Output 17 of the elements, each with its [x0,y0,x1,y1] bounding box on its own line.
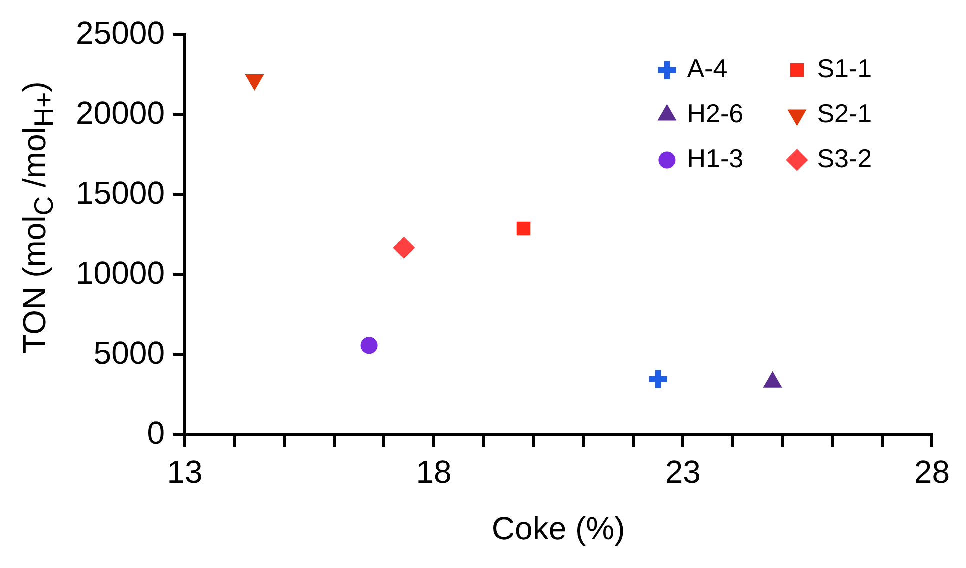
legend-label: A-4 [687,53,728,84]
y-tick-label: 10000 [76,255,165,292]
y-tick-label: 20000 [76,95,165,132]
legend-label: S3-2 [817,143,872,174]
y-tick-label: 5000 [94,335,165,372]
x-tick-label: 18 [416,454,452,490]
x-tick-label: 13 [167,454,203,490]
legend-label: H2-6 [687,98,744,128]
x-axis-title: Coke (%) [492,510,626,547]
x-tick-label: 23 [665,454,701,490]
y-tick-label: 15000 [76,175,165,212]
y-tick-label: 0 [147,415,165,452]
x-tick-label: 28 [914,454,950,490]
legend-label: S2-1 [817,98,872,128]
legend-label: S1-1 [817,53,872,84]
y-tick-label: 25000 [76,15,165,52]
legend-label: H1-3 [687,143,744,174]
